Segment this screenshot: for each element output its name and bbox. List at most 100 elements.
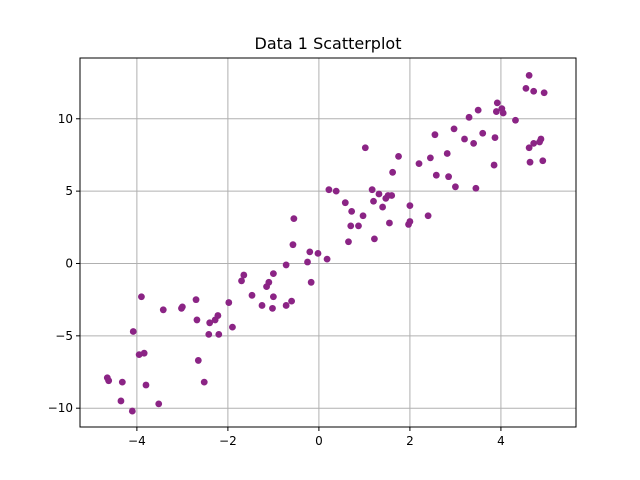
scatter-point (445, 173, 452, 181)
x-tick-label: 0 (315, 434, 323, 448)
scatter-point (379, 203, 387, 211)
x-tick-label: −2 (219, 434, 237, 448)
scatter-point (332, 187, 340, 195)
scatter-point (289, 241, 297, 249)
scatter-point (347, 222, 355, 230)
scatter-point (499, 109, 507, 117)
scatter-point (395, 153, 402, 160)
grid-lines (80, 58, 576, 427)
scatter-point (389, 168, 397, 176)
x-tick-label: 2 (406, 434, 414, 448)
scatter-point (348, 207, 356, 215)
scatter-point (361, 144, 369, 152)
scatter-point (443, 150, 451, 157)
scatter-point (229, 323, 236, 331)
scatter-point (288, 297, 295, 305)
scatter-point (142, 381, 150, 389)
scatter-point (465, 113, 473, 121)
scatter-point (479, 129, 487, 137)
scatter-point (424, 212, 432, 220)
scatter-point (537, 135, 545, 143)
scatter-point (490, 161, 498, 169)
scatter-point (178, 303, 186, 311)
scatter-point (539, 157, 547, 165)
scatter-point (155, 400, 163, 408)
scatter-point (306, 248, 314, 256)
y-tick-label: 10 (58, 112, 73, 126)
scatter-point (371, 235, 378, 243)
x-tick-label: 4 (497, 434, 505, 448)
scatter-point (307, 278, 315, 286)
scatter-point (406, 202, 414, 210)
scatter-point (248, 291, 256, 299)
scatter-point (314, 249, 322, 257)
axes: −4 −2 0 2 4 −10 −5 0 5 10 (48, 112, 505, 448)
scatter-point (105, 377, 113, 385)
scatter-point (240, 271, 248, 279)
scatter-point (470, 139, 478, 147)
y-tick-label: 5 (65, 184, 73, 198)
scatter-point (192, 296, 200, 304)
scatter-point (525, 71, 533, 79)
scatter-point (522, 84, 530, 92)
scatter-point (323, 255, 331, 263)
scatter-point (225, 299, 233, 306)
scatter-point (269, 270, 277, 278)
plot-area-frame (79, 57, 577, 428)
scatter-point (474, 106, 482, 114)
scatter-point (432, 171, 440, 179)
scatter-point (205, 330, 213, 338)
y-tick-label: 0 (65, 256, 73, 270)
y-tick-label: −10 (48, 401, 73, 415)
scatter-point (117, 397, 125, 405)
scatter-point (540, 89, 548, 97)
scatter-point (493, 99, 501, 107)
x-tick-label: −4 (128, 434, 146, 448)
scatter-point (491, 134, 499, 141)
scatter-point (290, 215, 298, 223)
scatter-point (159, 306, 167, 314)
scatter-point (193, 316, 201, 324)
scatter-point (215, 330, 223, 338)
data-points (103, 71, 548, 415)
scatter-point (388, 192, 396, 199)
scatter-point (472, 184, 480, 192)
chart-title: Data 1 Scatterplot (255, 34, 402, 53)
scatter-point (214, 312, 222, 319)
scatter-point (355, 222, 362, 230)
scatter-point (406, 218, 414, 225)
scatter-point (530, 87, 538, 95)
scatter-point (258, 302, 266, 309)
scatter-point (526, 158, 534, 166)
scatter-point (426, 154, 434, 162)
y-tick-label: −5 (55, 329, 73, 343)
scatter-point (370, 197, 377, 205)
scatter-point (325, 186, 333, 194)
scatter-point (492, 108, 500, 115)
scatter-point (386, 219, 393, 227)
scatter-point (530, 139, 538, 147)
scatter-point (359, 212, 367, 220)
scatter-point (238, 277, 245, 285)
scatter-point (269, 293, 277, 301)
scatter-point (206, 319, 214, 327)
scatter-point (341, 199, 349, 207)
scatter-point (128, 407, 136, 415)
scatter-point (368, 186, 376, 194)
scatter-point (345, 238, 352, 246)
scatter-point (129, 328, 137, 335)
scatter-point (375, 190, 383, 198)
scatter-point (118, 378, 126, 386)
scatter-point (282, 261, 290, 269)
scatter-point (304, 258, 311, 266)
scatter-point (512, 116, 519, 124)
scatter-point (525, 144, 533, 152)
scatter-point (431, 131, 439, 139)
scatter-point (200, 378, 208, 386)
scatter-point (461, 135, 468, 143)
scatter-point (450, 125, 458, 133)
scatter-point (452, 183, 459, 191)
